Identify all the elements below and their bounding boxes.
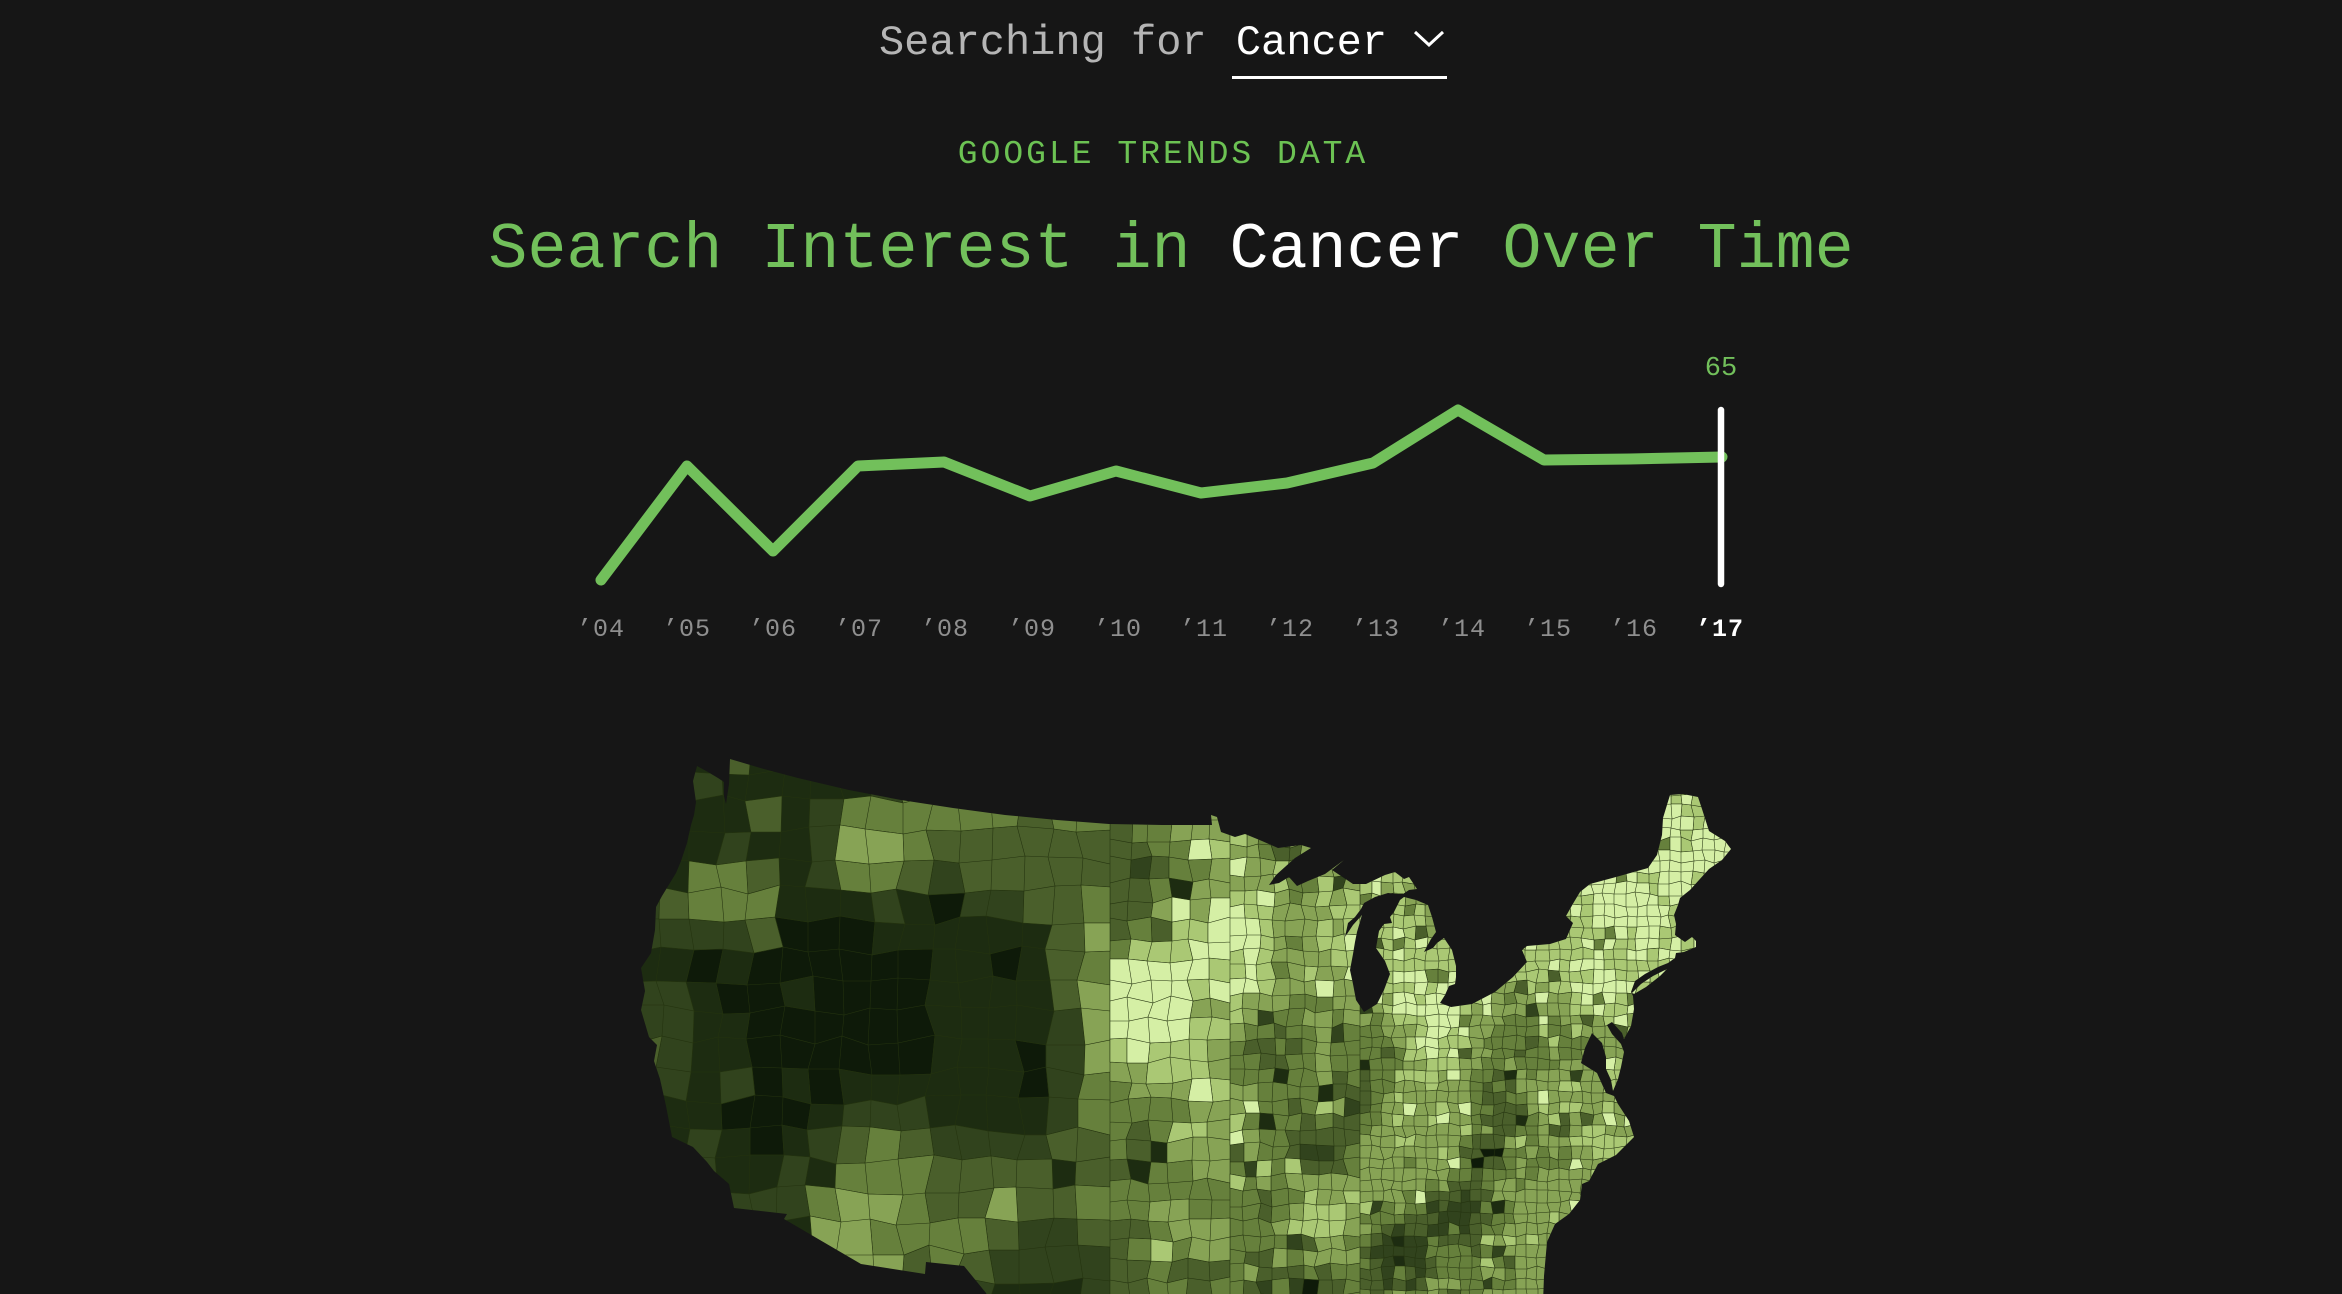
svg-text:’11: ’11 (1180, 615, 1228, 644)
svg-text:’05: ’05 (663, 615, 711, 644)
svg-text:’10: ’10 (1094, 615, 1142, 644)
svg-text:’15: ’15 (1524, 615, 1572, 644)
svg-text:’12: ’12 (1266, 615, 1314, 644)
svg-text:’09: ’09 (1008, 615, 1056, 644)
svg-text:’04: ’04 (577, 615, 625, 644)
svg-text:’07: ’07 (835, 615, 883, 644)
svg-text:’06: ’06 (749, 615, 797, 644)
svg-text:65: 65 (1705, 354, 1737, 384)
svg-text:’13: ’13 (1352, 615, 1400, 644)
svg-text:’14: ’14 (1438, 615, 1486, 644)
svg-text:’17: ’17 (1696, 615, 1744, 644)
svg-text:’16: ’16 (1610, 615, 1658, 644)
svg-text:’08: ’08 (921, 615, 969, 644)
